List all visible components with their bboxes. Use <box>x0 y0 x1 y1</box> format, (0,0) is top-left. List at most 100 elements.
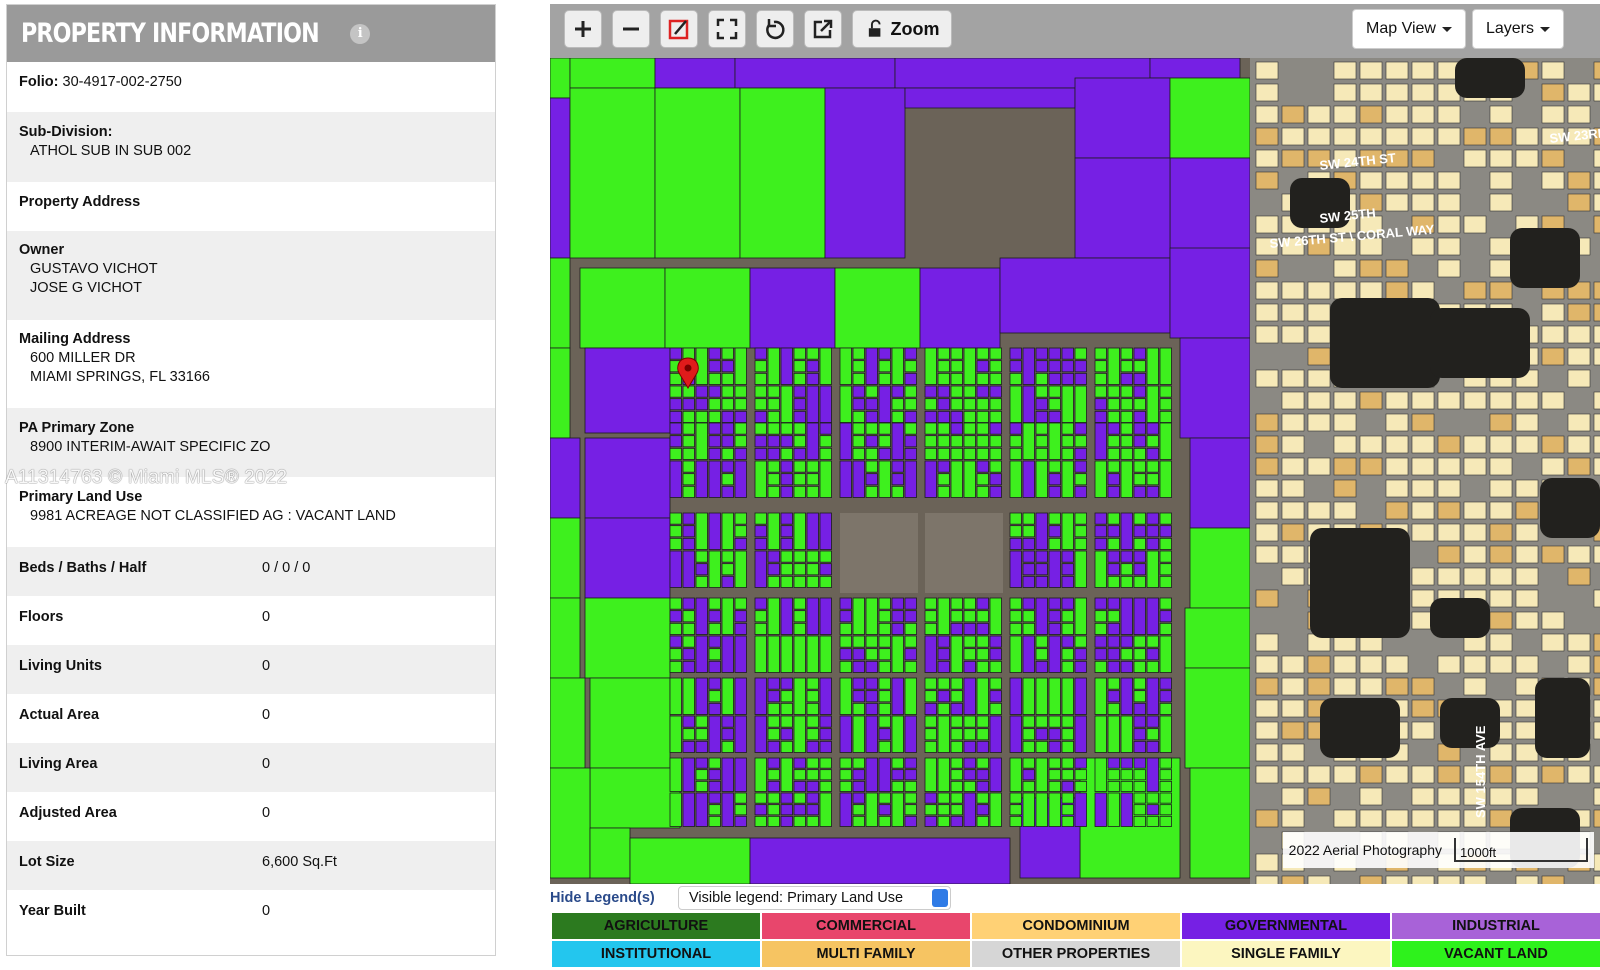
parcel <box>819 550 832 563</box>
parcel <box>1022 563 1035 576</box>
zoom-in-button[interactable] <box>564 10 602 48</box>
parcel <box>1107 512 1120 525</box>
parcel <box>976 610 989 623</box>
parcel <box>904 677 917 715</box>
parcel <box>924 728 937 741</box>
export-button[interactable] <box>804 10 842 48</box>
parcel <box>629 837 751 884</box>
map-view-dropdown[interactable]: Map View <box>1352 9 1466 49</box>
parcel <box>1159 792 1172 804</box>
parcel <box>989 398 1002 411</box>
house-parcel <box>1593 677 1600 696</box>
parcel <box>924 622 937 635</box>
parcel <box>904 398 917 411</box>
zoom-out-button[interactable] <box>612 10 650 48</box>
parcel <box>819 728 832 741</box>
panel-title: PROPERTY INFORMATION <box>21 18 320 49</box>
parcel <box>806 702 819 715</box>
location-marker[interactable] <box>677 357 699 389</box>
parcel <box>754 792 767 804</box>
draw-button[interactable] <box>660 10 698 48</box>
house-parcel <box>1255 435 1279 454</box>
parcel <box>904 815 917 827</box>
parcel <box>721 740 734 753</box>
parcel <box>1035 360 1048 373</box>
parcel <box>937 398 950 411</box>
zoom-lock-button[interactable]: Zoom <box>852 10 952 48</box>
parcel <box>852 780 865 792</box>
parcel <box>1159 460 1172 498</box>
parcel <box>754 622 767 635</box>
parcel <box>1107 410 1120 423</box>
parcel <box>754 550 767 588</box>
parcel <box>734 385 747 398</box>
parcel <box>865 635 878 648</box>
parcel <box>754 410 767 423</box>
parcel <box>1133 360 1146 373</box>
house-parcel <box>1567 83 1591 102</box>
parcel <box>1094 525 1107 538</box>
house-parcel <box>1333 237 1357 256</box>
zone-label: PA Primary Zone <box>19 420 135 436</box>
parcel <box>891 347 904 385</box>
house-parcel <box>1489 171 1513 190</box>
parcel <box>1048 597 1061 610</box>
info-icon[interactable]: i <box>350 23 371 44</box>
parcel <box>989 485 1002 498</box>
parcel <box>695 575 708 588</box>
parcel <box>963 740 976 753</box>
chevron-down-icon <box>1441 26 1452 32</box>
parcel <box>950 635 963 673</box>
parcel <box>878 715 891 728</box>
house-parcel <box>1281 765 1305 784</box>
parcel <box>780 815 793 827</box>
parcel <box>1120 575 1133 588</box>
parcel <box>734 58 896 89</box>
parcel <box>1074 512 1087 525</box>
parcel <box>1133 792 1146 804</box>
hide-legend-link[interactable]: Hide Legend(s) <box>550 890 655 906</box>
parcel <box>1169 77 1251 159</box>
parcel <box>739 87 826 259</box>
layers-dropdown[interactable]: Layers <box>1472 9 1564 49</box>
parcel <box>806 422 819 460</box>
parcel <box>1107 690 1120 703</box>
house-parcel <box>1515 875 1539 884</box>
parcel <box>1169 247 1251 339</box>
parcel <box>734 525 747 538</box>
parcel <box>839 460 852 498</box>
parcel <box>963 347 976 385</box>
house-parcel <box>1359 655 1383 674</box>
house-parcel <box>1489 809 1513 828</box>
parcel <box>1133 525 1146 538</box>
parcel <box>904 460 917 498</box>
fact-row: Floors 0 <box>7 596 495 645</box>
full-extent-button[interactable] <box>708 10 746 48</box>
parcel <box>682 550 695 588</box>
parcel <box>1048 410 1061 423</box>
parcel <box>819 635 832 673</box>
parcel <box>1074 792 1087 827</box>
fact-row: Year Built 0 <box>7 890 495 939</box>
legend-item: CONDOMINIUM <box>972 913 1180 939</box>
refresh-button[interactable] <box>756 10 794 48</box>
parcel <box>1035 597 1048 635</box>
parcel <box>806 550 819 563</box>
house-parcel <box>1593 435 1600 454</box>
house-parcel <box>1411 83 1435 102</box>
parcel <box>793 610 806 623</box>
parcel <box>1120 360 1133 373</box>
parcel <box>793 635 806 673</box>
parcel <box>924 715 937 728</box>
parcel <box>865 597 878 635</box>
parcel <box>806 512 819 550</box>
parcel <box>852 597 865 635</box>
parcel <box>865 385 878 398</box>
parcel-map[interactable]: SW 23RD LN SW 24TH ST SW 25TH SW 26TH ST… <box>550 58 1600 884</box>
house-parcel <box>1255 149 1279 168</box>
parcel <box>1133 804 1146 816</box>
parcel <box>1094 537 1107 550</box>
parcel <box>924 740 937 753</box>
legend-select[interactable]: Visible legend: Primary Land Use <box>678 886 951 910</box>
parcel <box>839 780 852 792</box>
